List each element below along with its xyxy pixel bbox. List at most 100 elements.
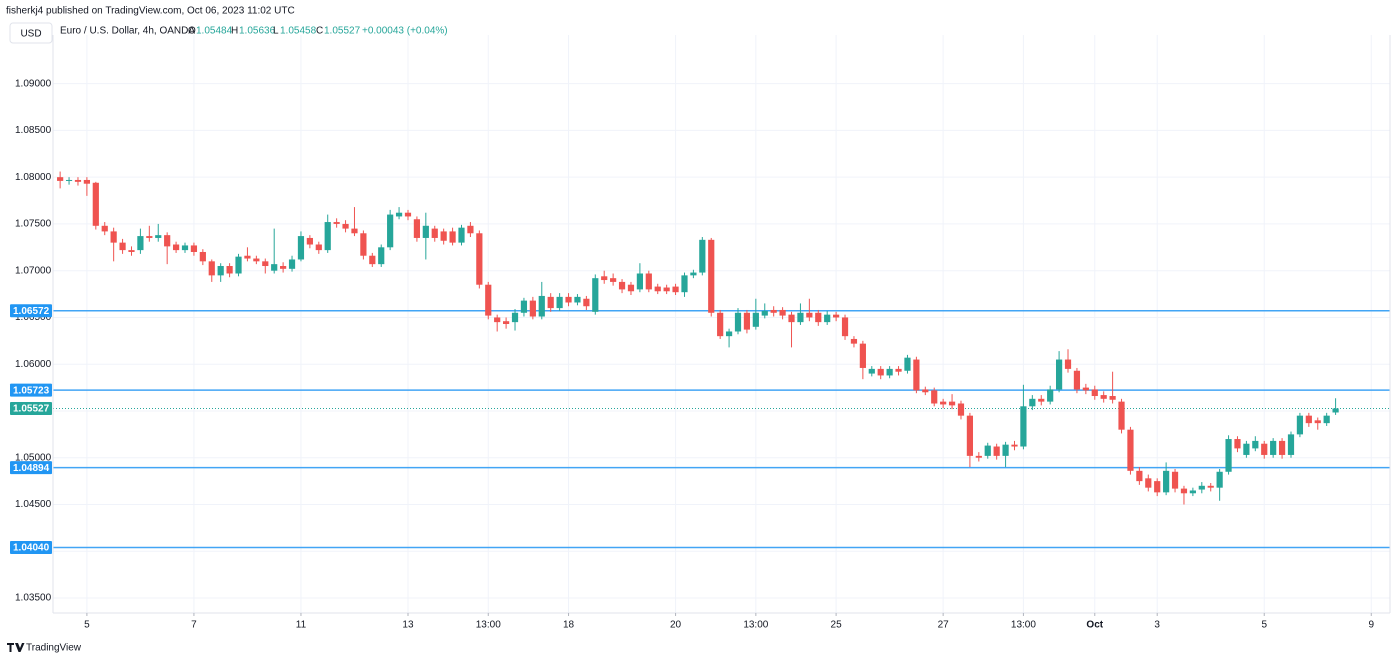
candle-body — [262, 261, 269, 267]
candles — [57, 171, 1339, 505]
candle-body — [752, 312, 759, 327]
level-label-bg — [10, 541, 52, 555]
x-tick-label: 5 — [1261, 620, 1267, 631]
candle-body — [74, 179, 82, 182]
candle-body — [1038, 398, 1045, 402]
candle-body — [1252, 440, 1259, 449]
x-tick-label: 7 — [191, 620, 197, 631]
candle-body — [128, 250, 135, 252]
candle-body — [886, 368, 893, 376]
current-price-bg — [10, 401, 52, 415]
candle-body — [1234, 439, 1241, 449]
legend-close: 1.05527 — [324, 26, 361, 37]
candle-body — [931, 390, 938, 404]
candle-body — [395, 212, 403, 217]
candle-body — [1207, 485, 1214, 488]
candle-body — [618, 281, 626, 290]
candle-body — [1332, 408, 1339, 413]
candle-body — [57, 177, 64, 181]
candle-body — [297, 236, 305, 260]
candle-body — [520, 300, 528, 313]
x-tick-label: 18 — [563, 620, 575, 631]
candle-body — [645, 273, 652, 290]
candle-body — [351, 228, 358, 234]
candle-body — [244, 255, 251, 259]
y-tick-label: 1.08500 — [15, 125, 52, 136]
candle-body — [1100, 395, 1107, 399]
candle-body — [734, 312, 742, 332]
candle-body — [636, 273, 643, 290]
candle-body — [431, 228, 438, 238]
candle-body — [1047, 389, 1054, 402]
candle-body — [172, 244, 180, 251]
candle-body — [601, 276, 608, 281]
y-tick-label: 1.08000 — [15, 172, 52, 183]
level-label-bg — [10, 461, 52, 475]
candle-body — [1136, 470, 1143, 482]
candle-body — [1064, 359, 1072, 369]
legend-c: C — [316, 26, 323, 37]
x-tick-label: 5 — [84, 620, 90, 631]
candle-body — [717, 312, 724, 337]
candle-body — [467, 225, 474, 234]
candle-body — [110, 231, 117, 243]
candle-body — [271, 264, 278, 271]
candle-body — [984, 445, 991, 456]
candle-body — [592, 278, 599, 312]
currency-button[interactable] — [9, 22, 53, 44]
candle-body — [1216, 471, 1223, 488]
candle-body — [654, 286, 661, 292]
x-tick-label: Oct — [1086, 620, 1103, 631]
x-tick-label: 20 — [670, 620, 682, 631]
candle-body — [422, 225, 429, 238]
candle-body — [476, 233, 483, 285]
y-tick-label: 1.03500 — [15, 593, 52, 604]
candle-body — [859, 343, 866, 368]
legend-high: 1.05636 — [239, 26, 276, 37]
candle-body — [199, 251, 206, 262]
candle-body — [404, 212, 412, 217]
x-tick-label: 13:00 — [1011, 620, 1036, 631]
candle-body — [806, 312, 813, 318]
candle-body — [868, 368, 875, 374]
candle-body — [529, 300, 536, 317]
candle-body — [1020, 406, 1027, 447]
legend-o: O — [188, 26, 196, 37]
x-tick-label: 3 — [1154, 620, 1160, 631]
candle-body — [877, 368, 884, 376]
candle-body — [1154, 481, 1161, 493]
candle-body — [1278, 440, 1286, 455]
candle-body — [333, 222, 340, 224]
grid — [53, 35, 1390, 613]
publish-header: fisherkj4 published on TradingView.com, … — [6, 6, 295, 17]
candle-body — [164, 235, 171, 247]
candle-body — [342, 223, 349, 229]
candle-body — [1198, 485, 1205, 490]
x-tick-label: 27 — [938, 620, 950, 631]
candle-body — [1314, 420, 1321, 424]
candle-body — [788, 314, 795, 323]
candle-body — [387, 214, 394, 248]
candle-body — [458, 227, 465, 243]
candle-body — [280, 266, 287, 269]
candle-body — [315, 244, 322, 251]
candle-body — [440, 231, 447, 241]
legend-l: L — [273, 26, 279, 37]
candle-body — [922, 389, 929, 393]
candle-body — [119, 242, 126, 251]
candle-body — [226, 266, 233, 274]
levels — [53, 309, 1390, 549]
candle-body — [743, 312, 751, 330]
brand-icon — [7, 643, 25, 652]
candle-body — [1127, 429, 1134, 471]
currency-label[interactable]: USD — [20, 29, 41, 40]
candle-body — [850, 338, 858, 344]
candle-body — [681, 275, 688, 293]
candle-body — [511, 312, 519, 323]
level-label-bg — [10, 304, 52, 318]
candle-body — [993, 446, 1000, 456]
x-tick-label: 25 — [831, 620, 843, 631]
candle-body — [1296, 415, 1304, 435]
candle-body — [1011, 444, 1018, 447]
y-tick-label: 1.06000 — [15, 359, 52, 370]
